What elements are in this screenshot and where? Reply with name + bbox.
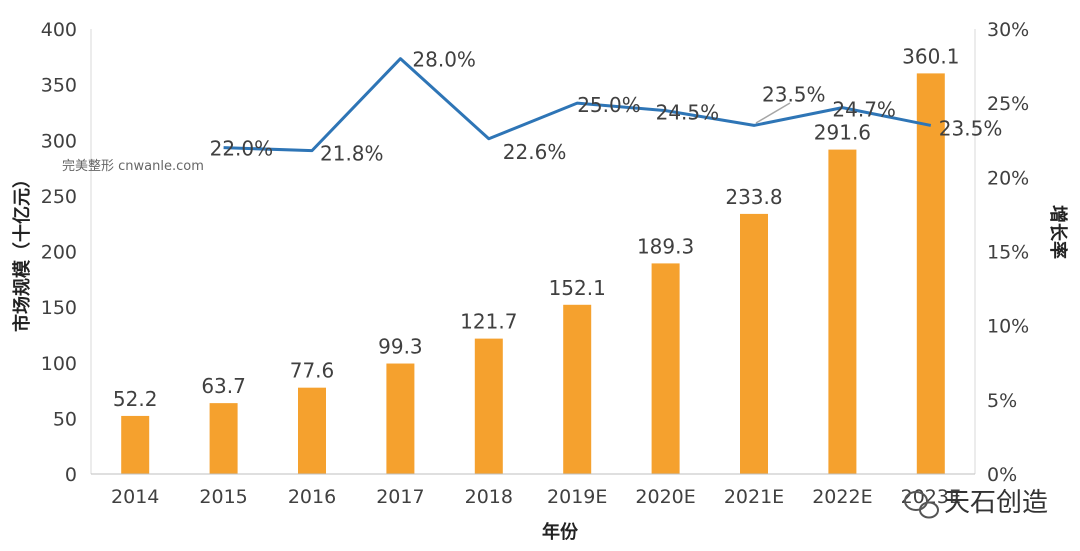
y-tick-label: 300 (41, 130, 77, 152)
bar-2022E (828, 149, 857, 474)
x-tick-label: 2017 (376, 486, 424, 508)
line-label-2017: 28.0% (412, 48, 476, 72)
brand-name: 天石创造 (944, 488, 1048, 518)
growth-line (223, 57, 932, 153)
y-tick-label: 150 (41, 297, 77, 319)
x-tick-label: 2014 (111, 486, 159, 508)
bar-label-2016: 77.6 (290, 359, 335, 383)
line-label-2022E: 24.7% (832, 98, 896, 122)
y2-tick-label: 10% (987, 316, 1029, 338)
line-label-2019E: 25.0% (577, 93, 641, 117)
y2-tick-label: 15% (987, 242, 1029, 264)
y-tick-label: 100 (41, 353, 77, 375)
right-axis-ticks: 0% 5% 10% 15% 20% 25% 30% (987, 19, 1029, 486)
y-tick-label: 200 (41, 242, 77, 264)
brand-logo: 天石创造 (904, 488, 1048, 519)
bar-series (121, 73, 945, 475)
bar-2023E (916, 73, 945, 475)
bar-2017 (386, 363, 415, 474)
line-label-2021E: 23.5% (762, 82, 826, 106)
x-tick-label: 2021E (724, 486, 784, 508)
bar-2015 (209, 403, 238, 474)
bar-label-2020E: 189.3 (637, 234, 694, 258)
y2-tick-label: 20% (987, 167, 1029, 189)
bar-label-2021E: 233.8 (725, 185, 782, 209)
y2-tick-label: 30% (987, 19, 1029, 41)
bar-2016 (298, 387, 326, 474)
y-tick-label: 50 (53, 408, 77, 430)
x-tick-label: 2015 (199, 486, 247, 508)
left-axis-ticks: 0 50 100 150 200 250 300 350 400 (41, 19, 77, 486)
y2-tick-label: 0% (987, 464, 1017, 486)
watermark-text: 完美整形 cnwanle.com (62, 159, 204, 174)
bar-label-2022E: 291.6 (814, 121, 871, 145)
y-tick-label: 0 (65, 464, 77, 486)
bar-label-2014: 52.2 (113, 387, 158, 411)
bar-data-labels: 52.2 63.7 77.6 99.3 121.7 152.1 189.3 233.8 291.… (113, 44, 959, 411)
y-tick-label: 250 (41, 186, 77, 208)
y2-tick-label: 25% (987, 93, 1029, 115)
bar-label-2017: 99.3 (378, 335, 423, 359)
bar-2019E (563, 304, 592, 474)
x-tick-label: 2020E (635, 486, 695, 508)
bar-2014 (121, 415, 150, 474)
line-label-2015: 22.0% (210, 137, 274, 161)
line-label-2020E: 24.5% (656, 101, 720, 125)
x-tick-label: 2018 (465, 486, 513, 508)
x-tick-label: 2022E (812, 486, 872, 508)
wechat-icon (904, 491, 939, 519)
line-label-2018: 22.6% (503, 140, 567, 164)
y2-axis-title: 增长率 (1047, 205, 1069, 259)
y-tick-label: 400 (41, 19, 77, 41)
x-axis-ticks: 2014 2015 2016 2017 2018 2019E 2020E 2021E 2022E… (111, 486, 961, 508)
bar-label-2015: 63.7 (201, 374, 246, 398)
bar-2018 (474, 338, 503, 474)
y2-tick-label: 5% (987, 390, 1017, 412)
bar-label-2018: 121.7 (460, 310, 517, 334)
growth-line-series (223, 57, 932, 153)
bar-2020E (651, 263, 680, 474)
y-tick-label: 350 (41, 75, 77, 97)
x-tick-label: 2019E (547, 486, 607, 508)
x-axis-title: 年份 (542, 521, 579, 543)
line-data-labels: 22.0% 21.8%28.0%22.6%25.0% 24.5%23.5%24.7%… (210, 48, 1003, 166)
line-label-2016: 21.8% (320, 142, 384, 166)
leader-line (755, 102, 791, 124)
bar-label-2019E: 152.1 (549, 276, 606, 300)
axes (90, 29, 976, 475)
y-axis-title: 市场规模（十亿元） (11, 170, 33, 332)
x-tick-label: 2016 (288, 486, 336, 508)
bar-2021E (740, 213, 768, 474)
line-label-2023E: 23.5% (939, 116, 1003, 140)
bar-label-2023E: 360.1 (902, 44, 959, 68)
